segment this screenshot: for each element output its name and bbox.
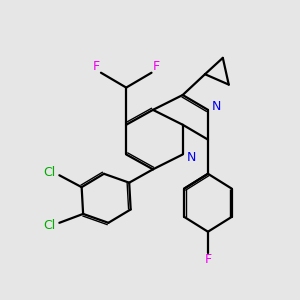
- Text: F: F: [152, 60, 160, 73]
- Text: F: F: [204, 253, 211, 266]
- Text: Cl: Cl: [43, 166, 55, 179]
- Text: N: N: [212, 100, 221, 113]
- Text: F: F: [93, 60, 100, 73]
- Text: N: N: [186, 151, 196, 164]
- Text: Cl: Cl: [43, 219, 55, 232]
